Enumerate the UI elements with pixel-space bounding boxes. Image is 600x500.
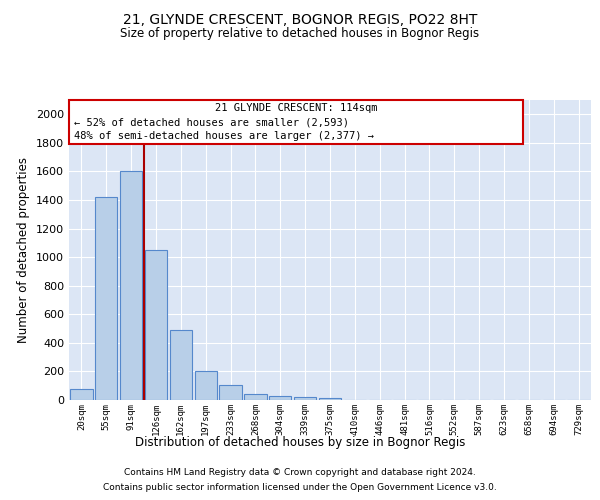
Text: Contains HM Land Registry data © Crown copyright and database right 2024.: Contains HM Land Registry data © Crown c… (124, 468, 476, 477)
Bar (70, 388, 92, 400)
Bar (269, 396, 292, 400)
Bar (170, 330, 192, 400)
Text: ← 52% of detached houses are smaller (2,593): ← 52% of detached houses are smaller (2,… (74, 118, 349, 128)
Text: 48% of semi-detached houses are larger (2,377) →: 48% of semi-detached houses are larger (… (74, 132, 374, 141)
Y-axis label: Number of detached properties: Number of detached properties (17, 157, 31, 343)
Text: Distribution of detached houses by size in Bognor Regis: Distribution of detached houses by size … (135, 436, 465, 449)
Bar (145, 250, 167, 400)
Bar (220, 385, 242, 400)
Bar (194, 370, 217, 400)
Bar (120, 172, 142, 400)
Text: 21, GLYNDE CRESCENT, BOGNOR REGIS, PO22 8HT: 21, GLYNDE CRESCENT, BOGNOR REGIS, PO22 … (123, 12, 477, 26)
Bar (95, 197, 118, 400)
Bar (319, 398, 341, 400)
Text: Contains public sector information licensed under the Open Government Licence v3: Contains public sector information licen… (103, 483, 497, 492)
Text: 21 GLYNDE CRESCENT: 114sqm: 21 GLYNDE CRESCENT: 114sqm (215, 103, 377, 113)
FancyBboxPatch shape (69, 100, 523, 144)
Text: Size of property relative to detached houses in Bognor Regis: Size of property relative to detached ho… (121, 28, 479, 40)
Bar (244, 394, 266, 400)
Bar (294, 397, 316, 400)
